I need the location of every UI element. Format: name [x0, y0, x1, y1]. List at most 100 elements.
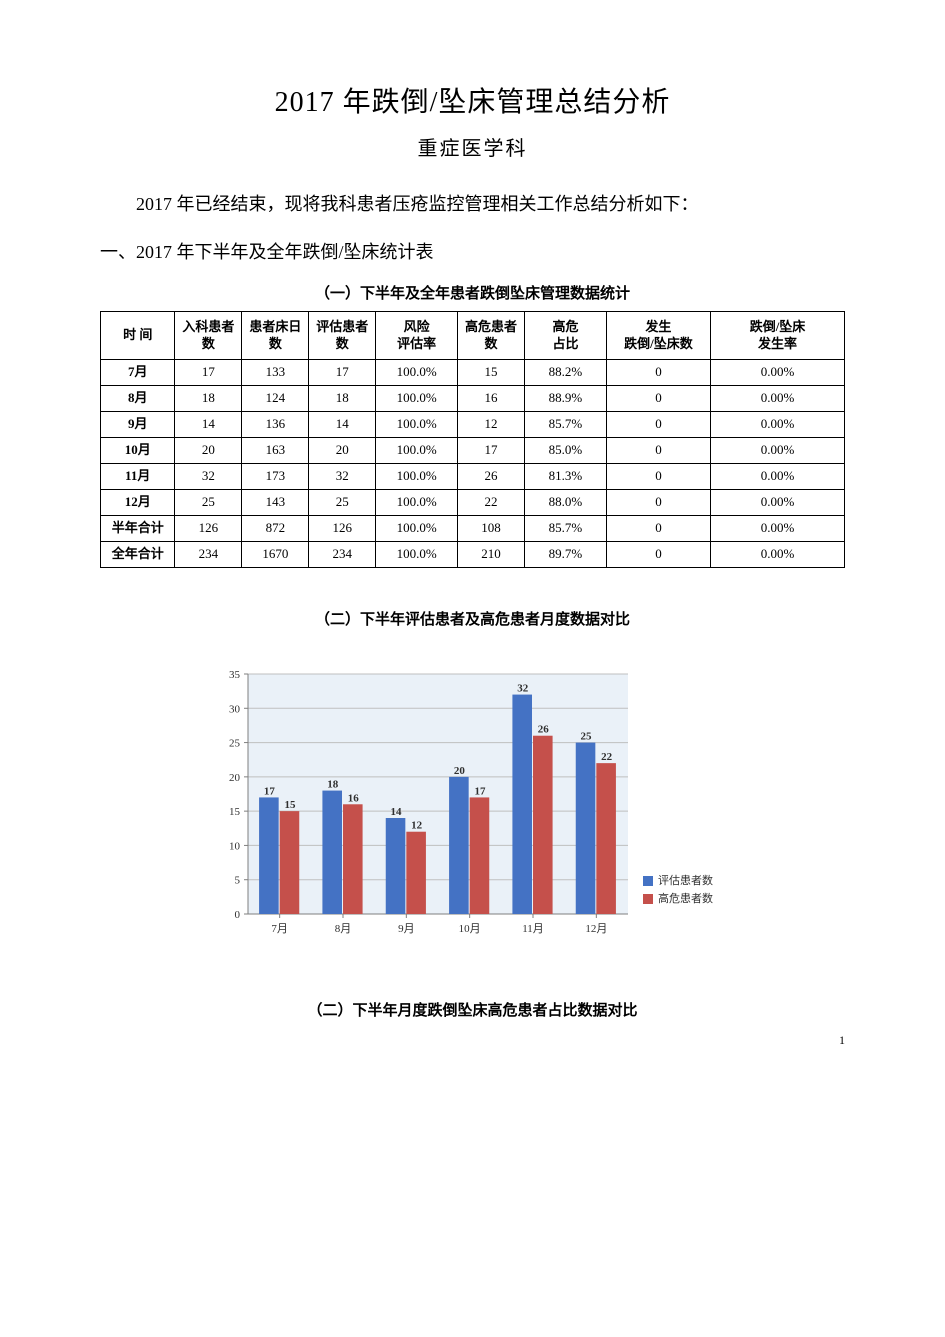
table-col-header: 时 间: [101, 312, 175, 360]
page-number: 1: [839, 1033, 845, 1048]
table-col-header: 高危患者数: [458, 312, 525, 360]
svg-text:20: 20: [453, 765, 465, 777]
table-cell: 0: [606, 386, 710, 412]
table-cell: 88.0%: [525, 490, 607, 516]
table-row: 10月2016320100.0%1785.0%00.00%: [101, 438, 845, 464]
table-row: 11月3217332100.0%2681.3%00.00%: [101, 464, 845, 490]
table-cell: 234: [309, 542, 376, 568]
svg-text:12: 12: [411, 820, 423, 832]
table-cell: 0.00%: [711, 490, 845, 516]
table-cell: 1670: [242, 542, 309, 568]
table-cell: 22: [458, 490, 525, 516]
page-subtitle: 重症医学科: [100, 132, 845, 161]
table-row: 7月1713317100.0%1588.2%00.00%: [101, 360, 845, 386]
table-col-header: 患者床日数: [242, 312, 309, 360]
svg-text:26: 26: [537, 724, 549, 736]
table-cell: 85.0%: [525, 438, 607, 464]
table-cell: 126: [175, 516, 242, 542]
table-cell: 81.3%: [525, 464, 607, 490]
table-col-header: 入科患者数: [175, 312, 242, 360]
section-1-heading: 一、2017 年下半年及全年跌倒/坠床统计表: [100, 233, 845, 273]
table-cell: 半年合计: [101, 516, 175, 542]
table-cell: 18: [309, 386, 376, 412]
table-cell: 0.00%: [711, 386, 845, 412]
svg-text:11月: 11月: [522, 923, 544, 935]
table-cell: 0.00%: [711, 516, 845, 542]
table-cell: 872: [242, 516, 309, 542]
table-cell: 12: [458, 412, 525, 438]
table-cell: 136: [242, 412, 309, 438]
table-row: 8月1812418100.0%1688.9%00.00%: [101, 386, 845, 412]
svg-text:30: 30: [229, 703, 241, 715]
svg-text:20: 20: [229, 772, 241, 784]
table-cell: 0.00%: [711, 464, 845, 490]
table-cell: 7月: [101, 360, 175, 386]
table-cell: 0.00%: [711, 542, 845, 568]
svg-text:评估患者数: 评估患者数: [658, 874, 713, 887]
table-cell: 16: [458, 386, 525, 412]
table-cell: 26: [458, 464, 525, 490]
svg-text:15: 15: [229, 806, 241, 818]
table-cell: 12月: [101, 490, 175, 516]
table-cell: 234: [175, 542, 242, 568]
table-cell: 0: [606, 542, 710, 568]
table-head: 时 间入科患者数患者床日数评估患者数风险评估率高危患者数高危占比发生跌倒/坠床数…: [101, 312, 845, 360]
table-cell: 20: [175, 438, 242, 464]
table-cell: 0: [606, 490, 710, 516]
table-cell: 133: [242, 360, 309, 386]
table-cell: 100.0%: [376, 542, 458, 568]
table-row: 全年合计2341670234100.0%21089.7%00.00%: [101, 542, 845, 568]
table-cell: 8月: [101, 386, 175, 412]
table-cell: 15: [458, 360, 525, 386]
table-cell: 10月: [101, 438, 175, 464]
table-cell: 85.7%: [525, 516, 607, 542]
table-cell: 85.7%: [525, 412, 607, 438]
table-body: 7月1713317100.0%1588.2%00.00%8月1812418100…: [101, 360, 845, 568]
table-cell: 25: [309, 490, 376, 516]
table-cell: 18: [175, 386, 242, 412]
table-cell: 0.00%: [711, 412, 845, 438]
table-cell: 143: [242, 490, 309, 516]
svg-text:18: 18: [327, 779, 339, 791]
table-cell: 25: [175, 490, 242, 516]
svg-text:9月: 9月: [398, 923, 415, 935]
svg-text:7月: 7月: [271, 923, 288, 935]
table-cell: 14: [309, 412, 376, 438]
table-col-header: 评估患者数: [309, 312, 376, 360]
table-cell: 126: [309, 516, 376, 542]
svg-text:32: 32: [517, 683, 529, 695]
svg-text:17: 17: [263, 786, 275, 798]
table-cell: 0.00%: [711, 438, 845, 464]
table-cell: 100.0%: [376, 490, 458, 516]
svg-text:12月: 12月: [585, 923, 607, 935]
table-cell: 32: [309, 464, 376, 490]
table-cell: 20: [309, 438, 376, 464]
svg-text:25: 25: [580, 731, 592, 743]
table-cell: 17: [309, 360, 376, 386]
table-cell: 0.00%: [711, 360, 845, 386]
svg-text:10: 10: [229, 841, 241, 853]
table-cell: 100.0%: [376, 438, 458, 464]
table-cell: 17: [175, 360, 242, 386]
table-cell: 210: [458, 542, 525, 568]
table-cell: 0: [606, 412, 710, 438]
table-cell: 88.9%: [525, 386, 607, 412]
svg-text:25: 25: [229, 738, 241, 750]
table-row: 半年合计126872126100.0%10885.7%00.00%: [101, 516, 845, 542]
svg-text:高危患者数: 高危患者数: [658, 891, 713, 905]
table-3-caption: （二）下半年月度跌倒坠床高危患者占比数据对比: [100, 999, 845, 1020]
table-cell: 100.0%: [376, 386, 458, 412]
table-col-header: 跌倒/坠床发生率: [711, 312, 845, 360]
table-cell: 全年合计: [101, 542, 175, 568]
stats-table: 时 间入科患者数患者床日数评估患者数风险评估率高危患者数高危占比发生跌倒/坠床数…: [100, 311, 845, 568]
table-cell: 88.2%: [525, 360, 607, 386]
table-cell: 100.0%: [376, 412, 458, 438]
table-cell: 89.7%: [525, 542, 607, 568]
table-cell: 0: [606, 516, 710, 542]
intro-paragraph: 2017 年已经结束，现将我科患者压疮监控管理相关工作总结分析如下：: [100, 185, 845, 225]
svg-text:15: 15: [284, 799, 296, 811]
page-title: 2017 年跌倒/坠床管理总结分析: [100, 80, 845, 120]
svg-text:8月: 8月: [334, 923, 351, 935]
table-col-header: 风险评估率: [376, 312, 458, 360]
table-cell: 17: [458, 438, 525, 464]
